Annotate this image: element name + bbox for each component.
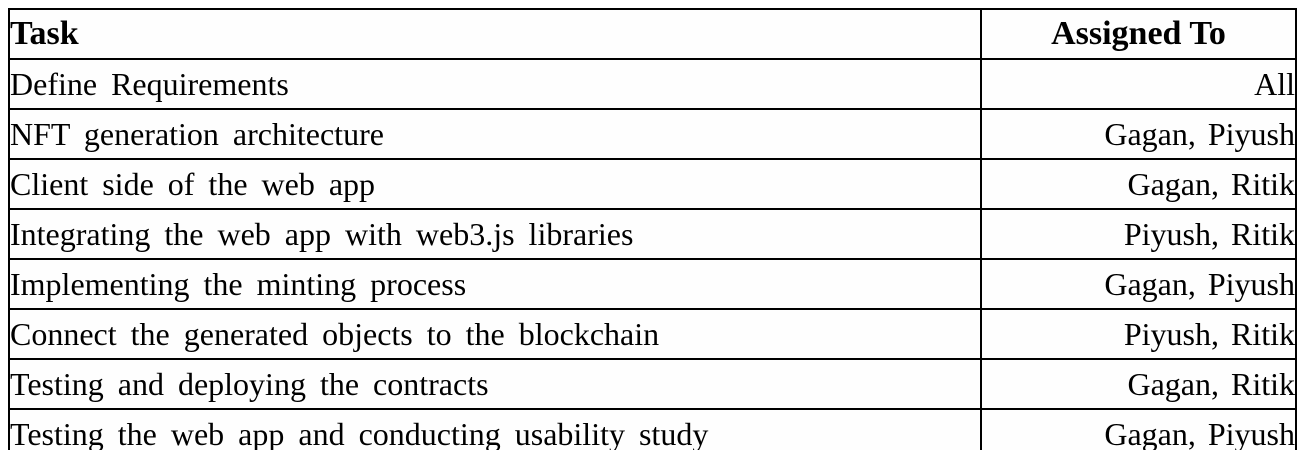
table-header-row: Task Assigned To xyxy=(8,8,1297,60)
table-row: Implementing the minting process Gagan, … xyxy=(8,258,1297,310)
assigned-to-cell: All xyxy=(980,58,1297,110)
assigned-to-cell: Gagan, Piyush xyxy=(980,408,1297,450)
column-header-task: Task xyxy=(8,8,982,60)
assigned-to-cell: Gagan, Ritik xyxy=(980,158,1297,210)
table-row: NFT generation architecture Gagan, Piyus… xyxy=(8,108,1297,160)
table-row: Testing and deploying the contracts Gaga… xyxy=(8,358,1297,410)
task-cell: Client side of the web app xyxy=(8,158,982,210)
column-header-assigned-to: Assigned To xyxy=(980,8,1297,60)
assigned-to-cell: Gagan, Piyush xyxy=(980,258,1297,310)
task-cell: Testing the web app and conducting usabi… xyxy=(8,408,982,450)
task-assignment-table: Task Assigned To Define Requirements All… xyxy=(8,8,1297,450)
task-cell: Integrating the web app with web3.js lib… xyxy=(8,208,982,260)
task-cell: Define Requirements xyxy=(8,58,982,110)
task-cell: Connect the generated objects to the blo… xyxy=(8,308,982,360)
table-row: Testing the web app and conducting usabi… xyxy=(8,408,1297,450)
table-row: Define Requirements All xyxy=(8,58,1297,110)
table-row: Client side of the web app Gagan, Ritik xyxy=(8,158,1297,210)
assigned-to-cell: Piyush, Ritik xyxy=(980,208,1297,260)
assigned-to-cell: Gagan, Piyush xyxy=(980,108,1297,160)
task-cell: NFT generation architecture xyxy=(8,108,982,160)
task-cell: Implementing the minting process xyxy=(8,258,982,310)
assigned-to-cell: Gagan, Ritik xyxy=(980,358,1297,410)
assigned-to-cell: Piyush, Ritik xyxy=(980,308,1297,360)
table-row: Connect the generated objects to the blo… xyxy=(8,308,1297,360)
table-row: Integrating the web app with web3.js lib… xyxy=(8,208,1297,260)
task-cell: Testing and deploying the contracts xyxy=(8,358,982,410)
